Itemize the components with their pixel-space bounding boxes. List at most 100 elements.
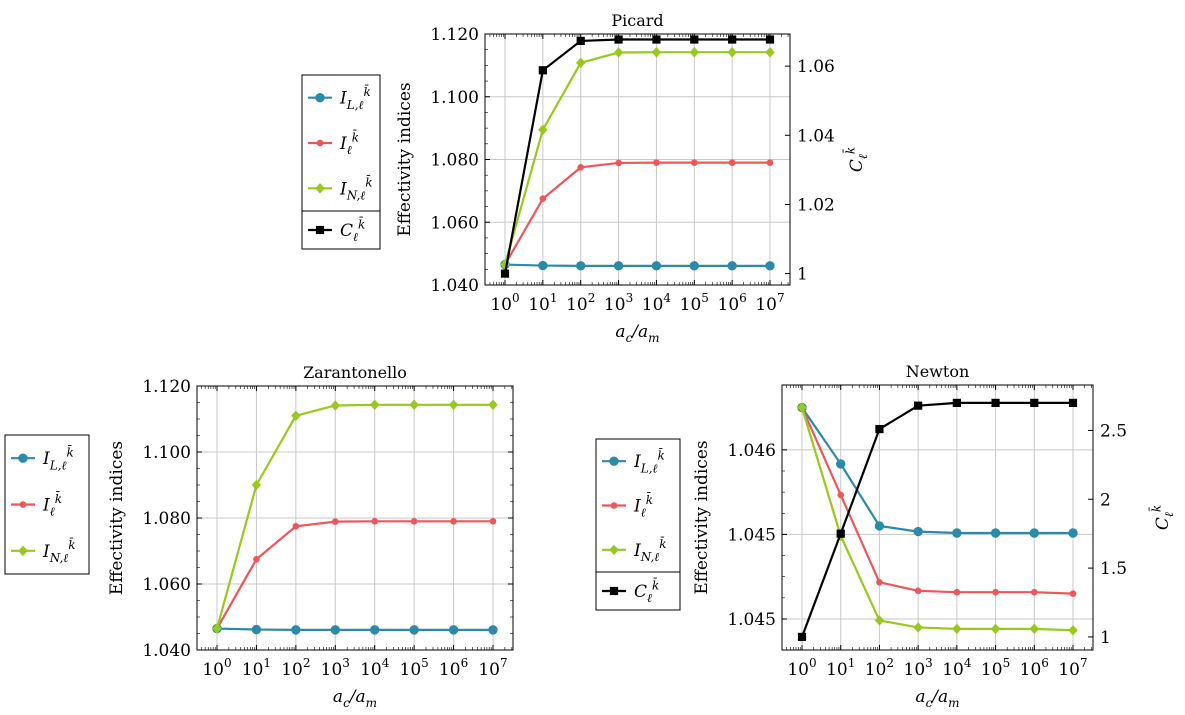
legend-label: Cℓk̄​	[340, 216, 365, 244]
series-3	[797, 398, 1078, 642]
legend-entry: Cℓk̄​	[602, 577, 659, 605]
legend: IL,ℓk̄​ Iℓk̄​ IN,ℓk̄​ Cℓk̄​	[301, 74, 381, 250]
x-tick-label: 106	[439, 656, 468, 680]
x-tick-label: 101	[242, 656, 271, 680]
legend-marker	[19, 501, 27, 508]
x-tick-label: 104	[360, 656, 390, 680]
legend: IL,ℓk̄​ Iℓk̄​ IN,ℓk̄​	[4, 434, 90, 575]
x-tick-label: 102	[865, 656, 894, 680]
y-axis-label: Effectivity indices	[107, 441, 127, 595]
y-tick-label: 1.040	[430, 276, 479, 296]
legend-entry: Iℓk̄​	[602, 491, 653, 520]
data-point	[797, 632, 807, 642]
data-point	[615, 159, 622, 167]
y-tick-label: 1.045	[727, 525, 776, 545]
legend-entry: Cℓk̄​	[308, 216, 365, 244]
legend-label: Iℓk̄​	[633, 491, 653, 519]
data-point	[450, 518, 457, 525]
series-line	[216, 627, 493, 631]
data-point	[613, 261, 624, 271]
data-point	[992, 588, 999, 596]
y2-tick-label: 1	[1100, 628, 1111, 648]
data-point	[331, 518, 339, 525]
legend-label: Iℓk̄​	[339, 129, 359, 157]
data-point	[1030, 588, 1038, 596]
x-tick-label: 100	[490, 291, 519, 315]
y-tick-label: 1.080	[142, 509, 191, 529]
data-point	[874, 521, 885, 531]
legend-label: IL,ℓk̄​	[42, 444, 74, 472]
series-line	[216, 520, 493, 630]
legend-label: Cℓk̄​	[634, 577, 659, 605]
data-point	[538, 124, 548, 135]
data-point	[690, 35, 699, 44]
legend-label: IL,ℓk̄​	[633, 447, 665, 475]
x-tick-label: 105	[981, 656, 1010, 680]
y-tick-label: 1.120	[142, 377, 191, 397]
y-tick-label: 1.120	[430, 25, 479, 45]
x-tick-label: 104	[942, 656, 972, 680]
data-point	[797, 402, 807, 413]
legend-entry: IL,ℓk̄​	[308, 83, 371, 112]
series-3	[500, 35, 775, 278]
chart-title: Picard	[611, 11, 663, 30]
data-point	[765, 46, 775, 58]
y2-tick-label: 2	[1100, 490, 1111, 510]
y-tick-label: 1.080	[430, 151, 479, 171]
data-point	[410, 518, 418, 525]
legend-marker	[315, 92, 325, 103]
x-tick-label: 107	[1058, 656, 1087, 680]
data-point	[370, 399, 380, 411]
data-point	[291, 410, 301, 421]
y2-tick-label: 1.06	[797, 57, 835, 77]
legend-marker	[316, 139, 324, 147]
x-tick-label: 101	[528, 291, 557, 315]
y2-tick-label: 1.04	[797, 126, 835, 146]
data-point	[652, 35, 661, 44]
legend-marker	[609, 456, 619, 466]
x-tick-label: 103	[904, 656, 933, 680]
data-point	[1068, 398, 1078, 407]
plot-frame	[781, 384, 1094, 651]
data-point	[409, 625, 419, 635]
legend-label: IN,ℓk̄​	[42, 537, 76, 565]
data-point	[952, 528, 962, 538]
data-point	[448, 399, 459, 411]
legend-entry: IL,ℓk̄​	[11, 444, 74, 472]
data-point	[990, 623, 1001, 635]
x-tick-label: 106	[718, 291, 747, 315]
data-point	[952, 623, 962, 635]
data-point	[330, 400, 340, 411]
data-point	[876, 579, 883, 586]
legend-label: Iℓk̄​	[42, 490, 62, 518]
legend-marker	[609, 544, 619, 556]
data-point	[489, 518, 497, 525]
x-tick-label: 106	[1020, 656, 1049, 680]
data-point	[727, 261, 737, 271]
series-2	[797, 402, 1078, 636]
legend-entry: IN,ℓk̄​	[308, 174, 373, 202]
x-tick-label: 107	[755, 291, 784, 315]
x-tick-label: 107	[478, 656, 507, 680]
y-tick-label: 1.045	[727, 610, 776, 630]
x-tick-label: 102	[281, 656, 310, 680]
data-point	[538, 260, 548, 271]
series-line	[215, 403, 493, 629]
x-tick-label: 104	[642, 291, 672, 315]
x-tick-label: 102	[566, 291, 595, 315]
y-tick-label: 1.040	[142, 641, 191, 661]
data-point	[914, 587, 922, 595]
x-tick-label: 103	[604, 291, 633, 315]
legend-marker	[610, 502, 618, 509]
picard-chart: 100 101 102 103 104 105 106 107 1.040 1.060 1.080 1…	[301, 11, 870, 345]
legend-marker	[315, 225, 325, 235]
series-line	[801, 406, 1073, 535]
data-point	[253, 555, 260, 563]
legend-entry: IL,ℓk̄​	[602, 447, 665, 475]
y-tick-label: 1.060	[142, 575, 191, 595]
data-point	[766, 159, 774, 166]
series-0	[212, 623, 498, 635]
data-point	[291, 625, 301, 635]
x-tick-label: 100	[787, 656, 816, 680]
series-line	[800, 407, 1074, 595]
